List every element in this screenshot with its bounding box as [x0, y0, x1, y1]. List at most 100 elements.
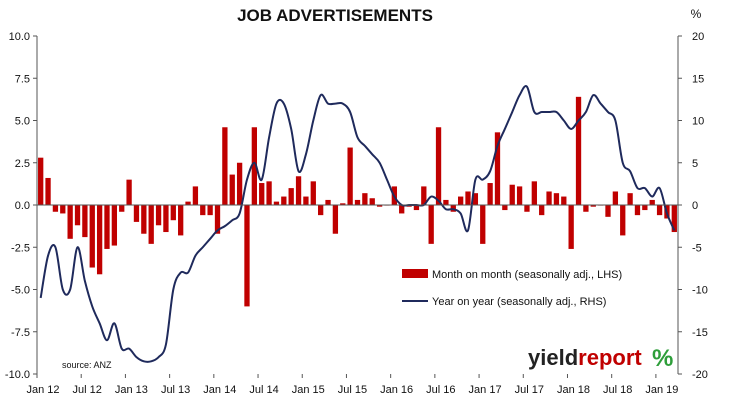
right-tick-label: 15: [692, 73, 704, 85]
bar: [376, 205, 383, 207]
bar: [546, 191, 552, 205]
bar: [281, 196, 287, 205]
bar: [531, 181, 537, 205]
right-tick-label: -20: [692, 369, 708, 381]
bar: [126, 179, 132, 205]
left-tick-label: -7.5: [11, 327, 30, 339]
bar: [148, 205, 154, 244]
right-axis-unit: %: [691, 7, 702, 21]
bar: [413, 205, 420, 211]
bar: [259, 183, 265, 205]
bar: [612, 191, 619, 205]
bar: [428, 205, 434, 244]
x-tick-label: Jan 17: [469, 384, 502, 396]
left-tick-label: 0.0: [15, 200, 30, 212]
right-tick-label: -10: [692, 285, 708, 297]
bar: [111, 205, 118, 246]
bar: [472, 193, 479, 205]
bar: [516, 186, 523, 205]
bar: [200, 205, 206, 216]
bar: [575, 96, 582, 205]
bar: [52, 205, 59, 212]
x-tick-label: Jul 13: [161, 384, 190, 396]
line-series: [39, 85, 676, 363]
bar: [244, 205, 250, 307]
x-tick-label: Jul 12: [73, 384, 102, 396]
legend: Month on month (seasonally adj., LHS) Ye…: [402, 269, 622, 308]
legend-swatch-bar: [402, 269, 428, 278]
bar: [192, 186, 199, 205]
left-tick-label: -2.5: [11, 242, 30, 254]
bar: [487, 183, 493, 205]
bar: [347, 147, 353, 205]
x-tick-label: Jan 19: [645, 384, 678, 396]
bar: [590, 205, 596, 207]
bar: [553, 193, 560, 205]
left-tick-label: 5.0: [15, 116, 30, 128]
bar: [104, 205, 110, 249]
bar: [671, 205, 677, 233]
x-tick-label: Jan 12: [26, 384, 59, 396]
left-tick-label: 10.0: [9, 31, 30, 43]
chart-title: JOB ADVERTISEMENTS: [237, 6, 433, 25]
bar: [170, 205, 176, 221]
bar: [443, 199, 449, 205]
bar: [494, 132, 501, 205]
bar: [340, 203, 346, 205]
x-tick-label: Jul 14: [249, 384, 278, 396]
bar: [318, 205, 324, 216]
yieldreport-logo: yieldreport %: [528, 345, 673, 372]
bar: [369, 198, 375, 205]
bar: [310, 181, 316, 205]
bar: [222, 127, 228, 205]
left-tick-label: -5.0: [11, 285, 30, 297]
bar: [458, 196, 464, 205]
svg-text:%: %: [652, 345, 673, 372]
left-tick-label: 7.5: [15, 73, 30, 85]
bar: [354, 199, 361, 205]
bar: [133, 205, 140, 222]
bar: [524, 205, 530, 212]
left-axis-ticks: 10.0 7.5 5.0 2.5 0.0 -2.5 -5.0 -7.5 -10.0: [5, 31, 37, 381]
bar: [399, 205, 405, 214]
bar: [465, 191, 471, 205]
bar: [163, 205, 169, 233]
svg-text:yieldreport: yieldreport: [528, 345, 642, 370]
bar: [634, 205, 641, 216]
bar: [89, 205, 95, 268]
source-note: source: ANZ: [62, 360, 112, 370]
right-tick-label: 5: [692, 158, 698, 170]
bar: [435, 127, 442, 205]
bar: [303, 196, 309, 205]
bar: [67, 205, 73, 239]
bar: [295, 176, 302, 205]
bar: [649, 199, 655, 205]
bar: [251, 127, 257, 205]
bar: [561, 196, 567, 205]
bar: [266, 181, 272, 205]
bar: [627, 193, 633, 205]
x-tick-label: Jul 16: [426, 384, 455, 396]
legend-label-line: Year on year (seasonally adj., RHS): [432, 296, 606, 308]
bar: [642, 205, 648, 211]
right-tick-label: -5: [692, 242, 702, 254]
x-tick-label: Jul 15: [338, 384, 367, 396]
x-tick-label: Jul 17: [515, 384, 544, 396]
bar: [325, 199, 331, 205]
bar: [502, 205, 508, 211]
bar: [74, 205, 81, 226]
bar: [45, 177, 51, 205]
x-tick-label: Jan 14: [203, 384, 236, 396]
x-tick-label: Jan 15: [292, 384, 325, 396]
bar: [362, 193, 368, 205]
x-tick-label: Jan 18: [557, 384, 590, 396]
bar: [288, 188, 294, 205]
bar: [82, 205, 88, 238]
bar: [96, 205, 103, 275]
bar: [421, 186, 427, 205]
bar: [539, 205, 545, 216]
bar: [273, 201, 280, 205]
bar-series: [38, 96, 677, 307]
x-tick-label: Jan 16: [380, 384, 413, 396]
